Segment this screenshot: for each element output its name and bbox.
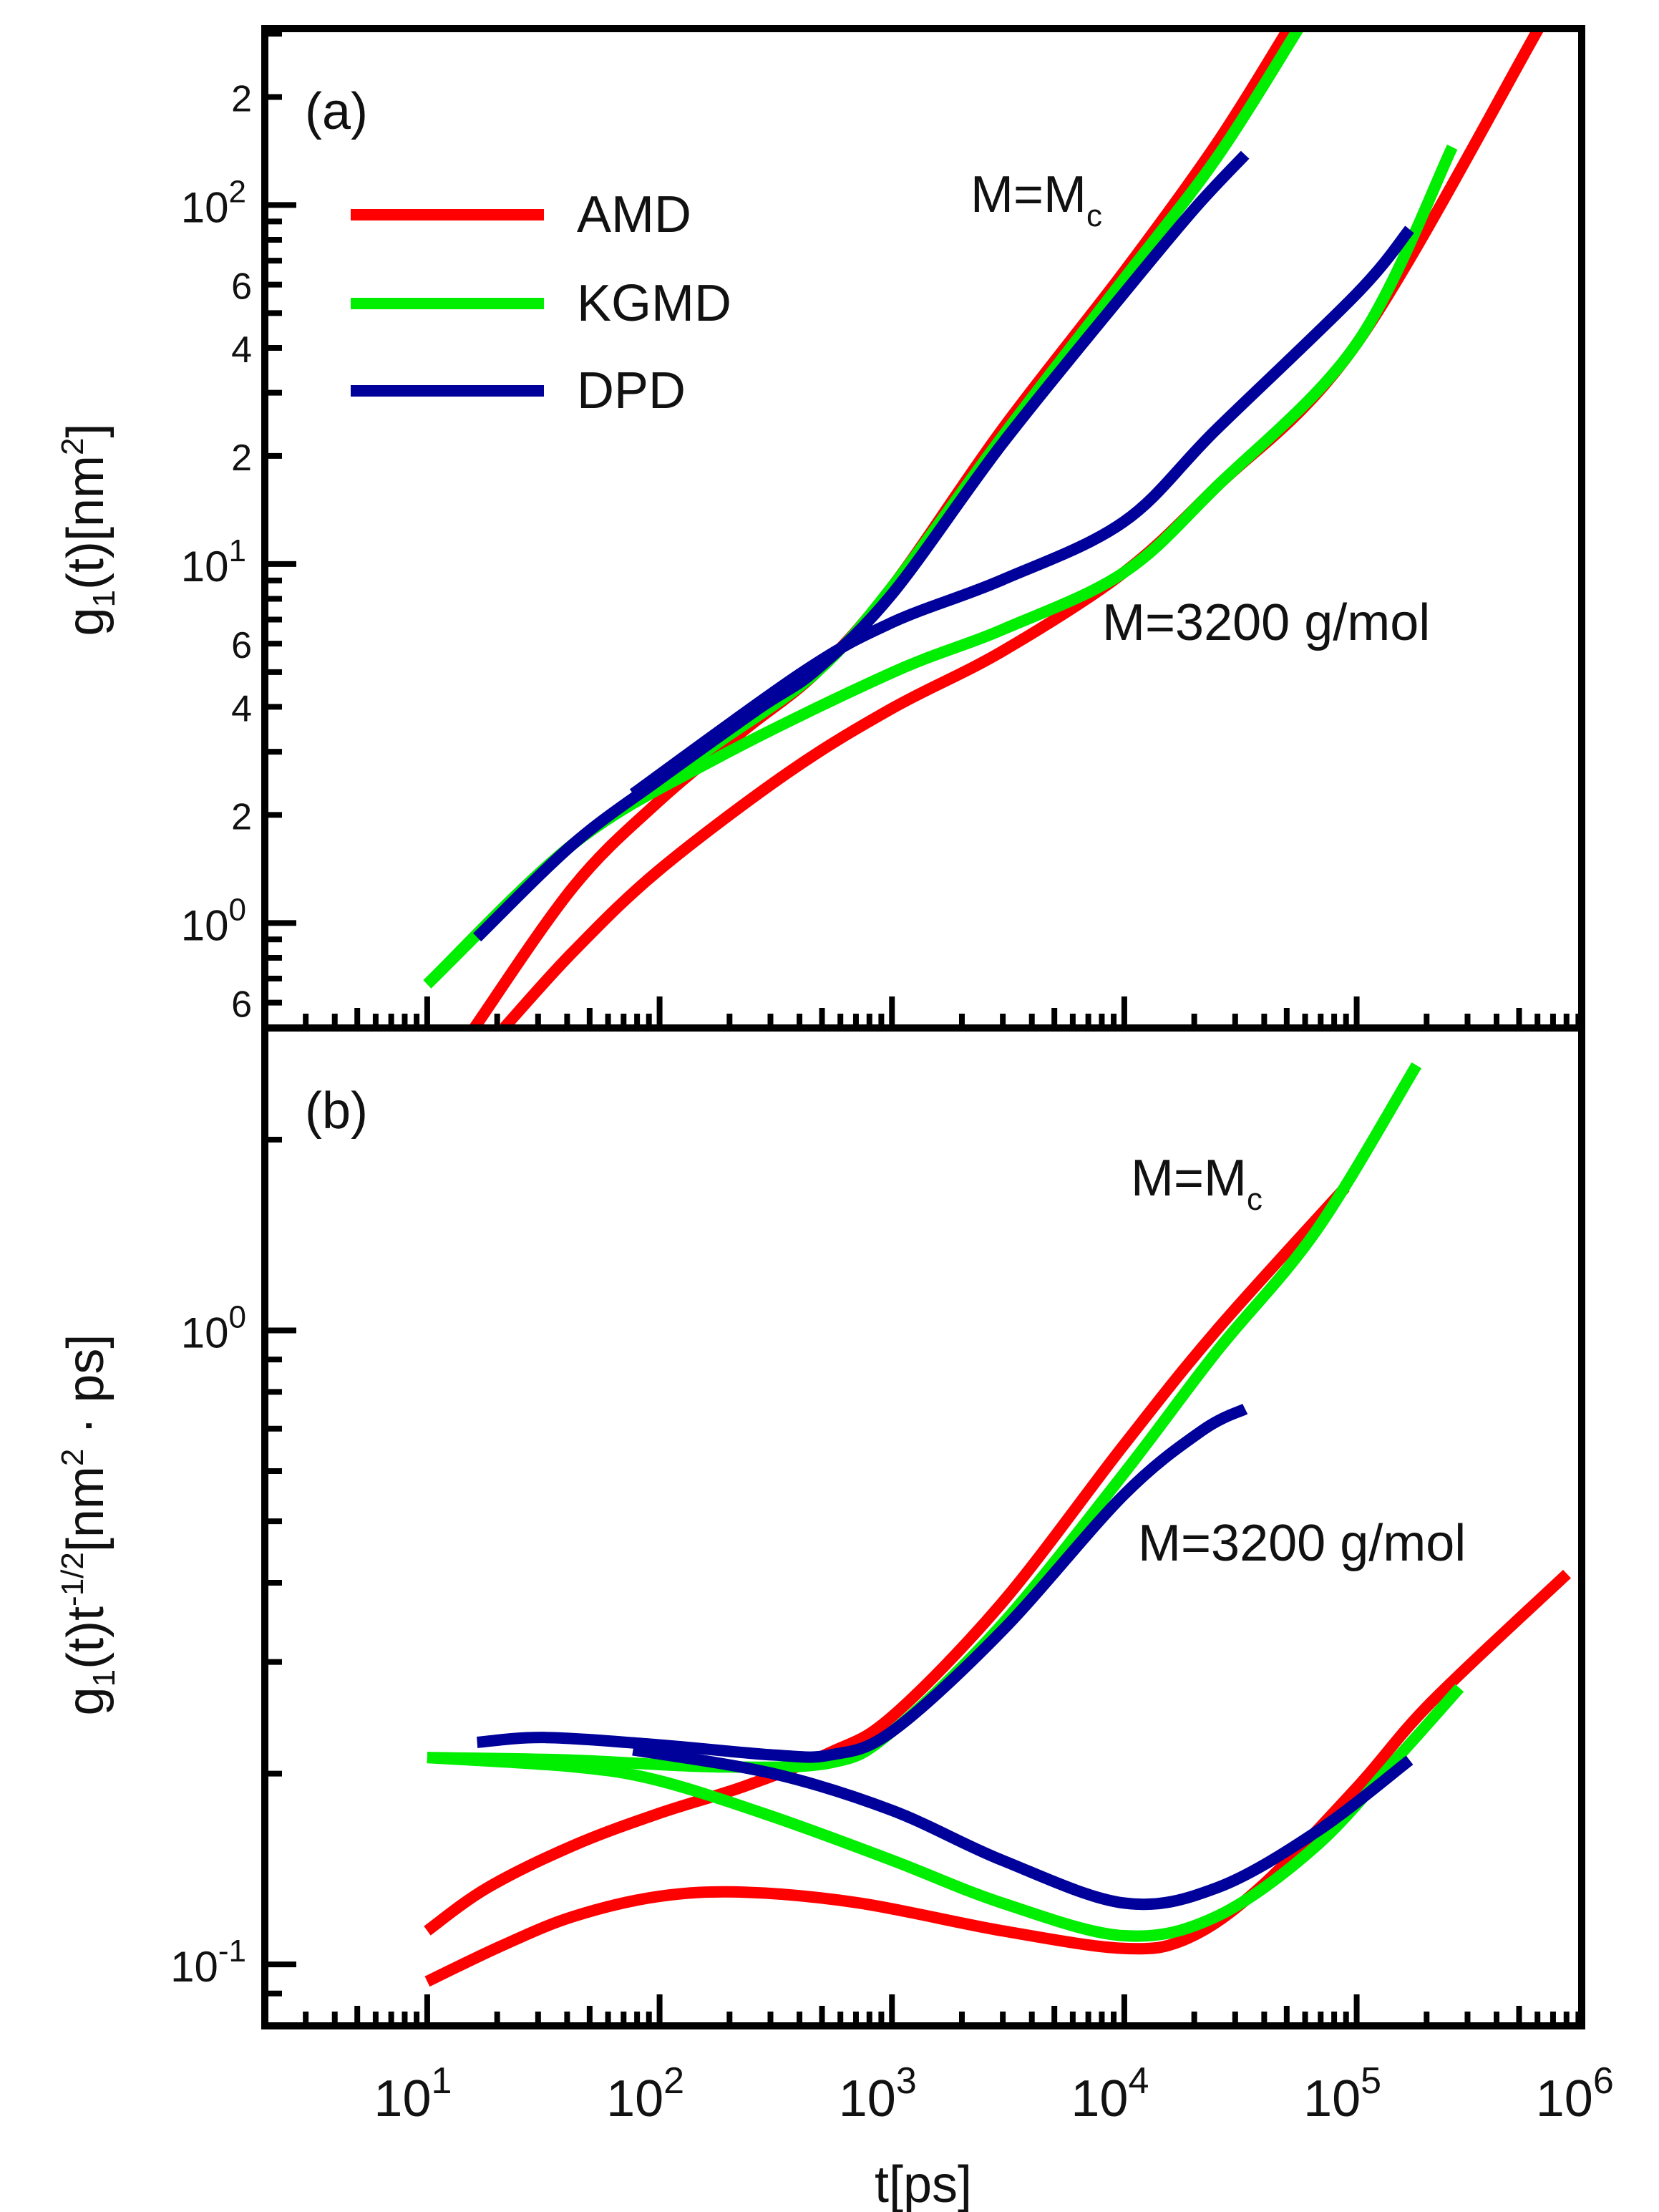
panel-b-ticks: 10-1 100 101 102 103 104 105 106 — [170, 1025, 1614, 2128]
x-major-tick-label: 104 — [1071, 2060, 1149, 2128]
legend: AMD KGMD DPD — [351, 186, 731, 419]
legend-label-amd: AMD — [577, 186, 691, 243]
series-dpd-m3200-panel-b — [632, 1744, 1414, 1911]
y-major-tick-label-panel-b: 10-1 — [170, 1934, 246, 1991]
panel-a-ylabel: g1(t)[nm2] — [55, 423, 122, 636]
panel-b-curves — [424, 1062, 1571, 1987]
y-minor-tick-label-panel-a: 6 — [231, 266, 252, 308]
annotation-m3200-b: M=3200 g/mol — [1138, 1515, 1466, 1572]
x-major-tick-label: 106 — [1536, 2060, 1614, 2128]
series-kgmd-m3200-panel-a — [423, 144, 1458, 989]
x-major-tick-label: 105 — [1303, 2060, 1381, 2128]
panel-a-curves — [423, 29, 1544, 1028]
series-amd-m3200-panel-b — [424, 1569, 1571, 1987]
y-minor-tick-label-panel-a: 6 — [231, 984, 252, 1026]
panel-b-frame — [261, 1024, 1585, 2029]
y-minor-tick-label-panel-a: 2 — [231, 78, 252, 120]
y-minor-tick-label-panel-a: 2 — [231, 437, 252, 479]
panel-b: 10-1 100 101 102 103 104 105 106 (b) M=Mc M=320… — [55, 1024, 1614, 2212]
panel-b-label: (b) — [305, 1082, 368, 1140]
x-major-tick-label: 103 — [839, 2060, 917, 2128]
series-dpd-m3200-panel-a — [629, 225, 1414, 799]
x-axis-label: t[ps] — [875, 2156, 972, 2212]
y-minor-tick-label-panel-a: 4 — [231, 329, 252, 371]
y-minor-tick-label-panel-a: 4 — [231, 688, 252, 729]
y-major-tick-label-panel-a: 100 — [181, 892, 246, 949]
y-minor-tick-label-panel-a: 6 — [231, 625, 252, 666]
legend-label-kgmd: KGMD — [577, 275, 731, 332]
panel-b-ylabel: g1(t)t-1/2[nm2 · ps] — [55, 1334, 122, 1716]
y-major-tick-label-panel-a: 102 — [181, 174, 246, 231]
series-dpd-mc-panel-a — [473, 150, 1250, 942]
annotation-m-mc-b: M=Mc — [1131, 1150, 1263, 1217]
x-major-tick-label: 101 — [374, 2060, 452, 2128]
series-amd-mc-panel-a — [470, 29, 1293, 1028]
x-major-tick-label: 102 — [606, 2060, 684, 2128]
panel-a-label: (a) — [305, 83, 368, 140]
y-major-tick-label-panel-b: 100 — [181, 1300, 246, 1357]
panel-a-ticks: 100 101 102 6 2 4 6 2 4 6 2 — [181, 31, 1582, 1028]
series-kgmd-mc-panel-a — [423, 29, 1303, 989]
y-minor-tick-label-panel-a: 2 — [231, 796, 252, 838]
series-kgmd-mc-panel-b — [427, 1062, 1422, 1773]
series-dpd-mc-panel-b — [477, 1403, 1248, 1763]
annotation-m-mc-a: M=Mc — [970, 166, 1102, 233]
series-kgmd-m3200-panel-b — [427, 1684, 1464, 1942]
y-major-tick-label-panel-a: 101 — [181, 533, 246, 591]
series-amd-mc-panel-b — [424, 1183, 1350, 1936]
legend-label-dpd: DPD — [577, 362, 686, 419]
panel-a-frame — [261, 25, 1585, 1032]
annotation-m3200-a: M=3200 g/mol — [1102, 594, 1430, 651]
